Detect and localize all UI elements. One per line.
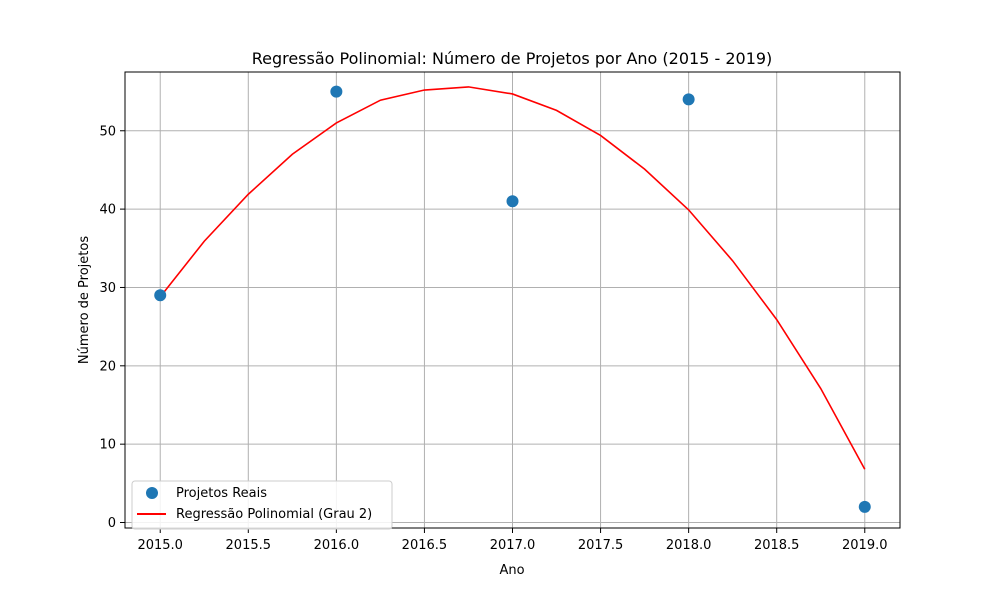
y-tick-label: 50 (99, 124, 116, 139)
x-tick-label: 2018.5 (754, 538, 800, 553)
regression-curve (159, 86, 866, 470)
y-tick-label: 20 (99, 359, 116, 374)
data-point (682, 93, 695, 106)
legend-label-regressao: Regressão Polinomial (Grau 2) (176, 507, 372, 522)
x-axis-ticks: 2015.0 2015.5 2016.0 2016.5 2017.0 2017.5 2018… (137, 528, 888, 553)
x-tick-label: 2017.5 (578, 538, 624, 553)
y-tick-label: 10 (99, 438, 116, 453)
grid (125, 72, 900, 528)
regression-curve-layer (159, 86, 866, 470)
y-tick-label: 0 (108, 516, 116, 531)
x-tick-label: 2015.5 (226, 538, 272, 553)
chart-title: Regressão Polinomial: Número de Projetos… (252, 49, 773, 68)
x-tick-label: 2015.0 (137, 538, 183, 553)
data-point (330, 85, 343, 98)
legend-scatter-marker (146, 487, 158, 499)
legend-box (131, 480, 393, 530)
scatter-points-layer (154, 85, 871, 513)
y-tick-label: 40 (99, 203, 116, 218)
x-axis-label: Ano (499, 563, 524, 578)
legend: Projetos Reais Regressão Polinomial (Gra… (131, 480, 393, 530)
legend-label-projetos-reais: Projetos Reais (176, 486, 267, 501)
y-axis-label: Número de Projetos (77, 236, 92, 364)
x-tick-label: 2016.0 (314, 538, 360, 553)
x-tick-label: 2018.0 (666, 538, 712, 553)
x-tick-label: 2017.0 (490, 538, 536, 553)
x-tick-label: 2019.0 (842, 538, 888, 553)
y-axis-ticks: 0 10 20 30 40 50 (99, 124, 125, 531)
y-tick-label: 30 (99, 281, 116, 296)
data-point (858, 500, 871, 513)
data-point (154, 289, 167, 302)
x-tick-label: 2016.5 (402, 538, 448, 553)
data-point (506, 195, 519, 208)
